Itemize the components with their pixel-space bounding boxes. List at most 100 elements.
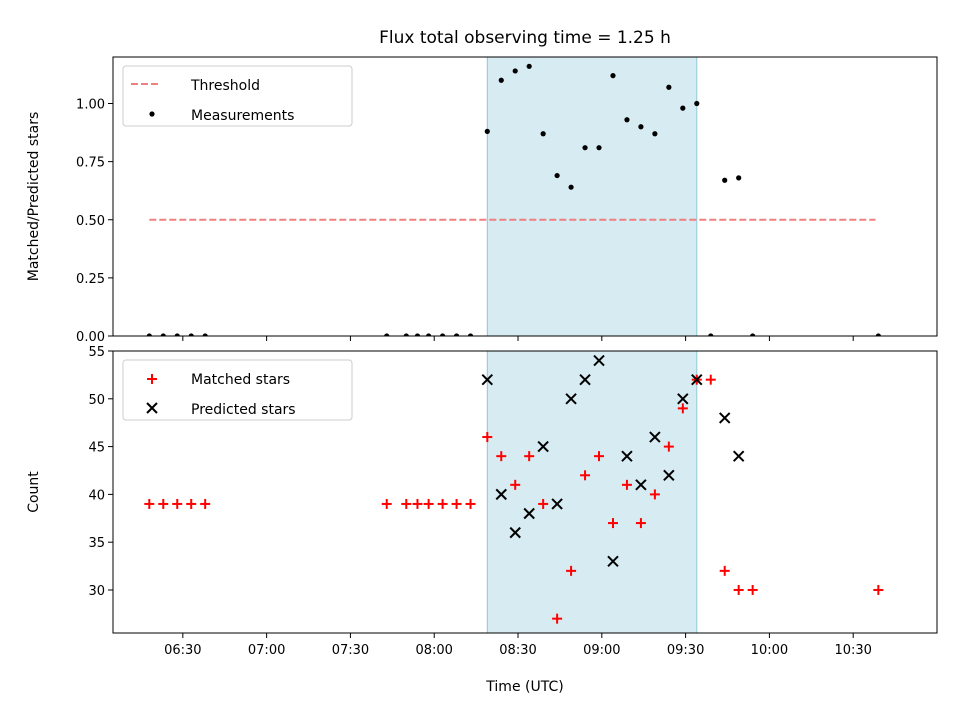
matched-point (451, 498, 462, 509)
matched-point (566, 565, 577, 576)
x-tick-label: 08:00 (415, 643, 452, 658)
y-tick-label: 0.00 (76, 330, 105, 345)
measurement-point (624, 117, 630, 123)
predicted-point (663, 469, 675, 481)
measurement-point (652, 131, 658, 137)
y-tick-label: 50 (88, 393, 105, 408)
legend: Matched stars Predicted stars (122, 359, 353, 421)
predicted-point (481, 373, 493, 386)
highlight-span (486, 56, 698, 337)
measurement-point (722, 177, 728, 183)
measurement-point (160, 333, 166, 336)
measurement-point (467, 333, 474, 336)
matched-point (423, 498, 434, 509)
y-tick-label: 55 (88, 345, 105, 360)
predicted-point (649, 431, 661, 443)
measurement-point (384, 333, 390, 336)
matched-point (733, 584, 744, 595)
matched-point (412, 498, 423, 509)
legend-box (122, 359, 353, 421)
predicted-point (691, 373, 703, 386)
x-tick-label: 07:00 (248, 643, 285, 658)
x-tick-label: 10:00 (751, 643, 788, 658)
measurement-point (610, 73, 616, 79)
axes-frame (112, 350, 938, 634)
measurement-point (453, 333, 460, 336)
matched-point (594, 451, 605, 462)
y-tick-label: 0.75 (76, 156, 105, 171)
measurement-point (750, 333, 756, 336)
y-tick-label: 0.25 (76, 272, 105, 287)
highlight-span (486, 350, 698, 634)
matched-point (186, 498, 197, 509)
y-axis-label: Count (26, 471, 42, 513)
measurement-point (498, 77, 504, 83)
y-tick-label: 45 (88, 441, 105, 456)
measurement-point (875, 333, 881, 336)
predicted-point (523, 507, 535, 520)
predicted-point (621, 450, 633, 462)
predicted-point (509, 526, 521, 539)
legend-predicted-swatch (146, 402, 158, 414)
measurement-point (708, 333, 714, 336)
matched-point (607, 518, 618, 529)
legend-label: Measurements (191, 108, 294, 124)
measurement-point (188, 333, 194, 336)
predicted-point (607, 555, 619, 568)
matched-point (510, 479, 521, 490)
y-tick-label: 40 (88, 488, 105, 503)
matched-point (401, 498, 412, 509)
legend-matched-swatch (147, 374, 157, 384)
matched-point (437, 498, 448, 509)
y-axis-label: Matched/Predicted stars (26, 112, 42, 282)
measurement-point (512, 68, 518, 74)
predicted-point (719, 412, 731, 424)
x-tick-label: 06:30 (164, 643, 201, 658)
predicted-point (495, 488, 507, 501)
matched-point (524, 451, 535, 462)
matched-point (158, 498, 169, 509)
legend-label: Predicted stars (191, 402, 296, 418)
y-tick-label: 35 (88, 536, 105, 551)
legend: Threshold Measurements (122, 65, 353, 127)
predicted-point (537, 440, 549, 453)
measurement-point (666, 84, 672, 90)
plot-area (144, 354, 884, 624)
matched-point (873, 584, 884, 595)
matched-point (580, 470, 591, 481)
predicted-point (579, 373, 591, 386)
predicted-point (677, 393, 689, 405)
measurement-point (403, 333, 409, 336)
measurement-point (540, 131, 546, 137)
plot-area (146, 63, 881, 336)
measurement-point (554, 172, 560, 179)
matched-point (200, 498, 211, 509)
measurement-point (582, 145, 588, 151)
matched-point (172, 498, 183, 509)
predicted-point (593, 354, 605, 367)
measurement-point (694, 100, 700, 107)
measurement-point (440, 333, 446, 336)
measurement-point (202, 333, 208, 336)
matched-point (144, 498, 155, 509)
matched-point (677, 403, 688, 414)
legend-box (122, 65, 353, 127)
measurement-point (146, 333, 152, 336)
matched-point (482, 432, 493, 443)
y-tick-label: 30 (88, 584, 105, 599)
chart-title: Flux total observing time = 1.25 h (379, 28, 671, 48)
matched-point (538, 498, 549, 509)
legend-label: Threshold (190, 78, 260, 94)
count-panel: 06:30 07:00 07:30 08:00 08:30 09:00 09:30 10:00… (26, 345, 938, 658)
legend-label: Matched stars (191, 372, 290, 388)
measurement-point (414, 333, 421, 336)
measurement-point (638, 124, 644, 130)
matched-point (747, 584, 758, 595)
matched-point (496, 451, 507, 462)
legend-measurement-swatch (149, 111, 155, 117)
matched-point (381, 498, 392, 509)
matched-point (663, 441, 674, 452)
x-tick-label: 07:30 (332, 643, 369, 658)
y-tick-label: 0.50 (76, 214, 105, 229)
